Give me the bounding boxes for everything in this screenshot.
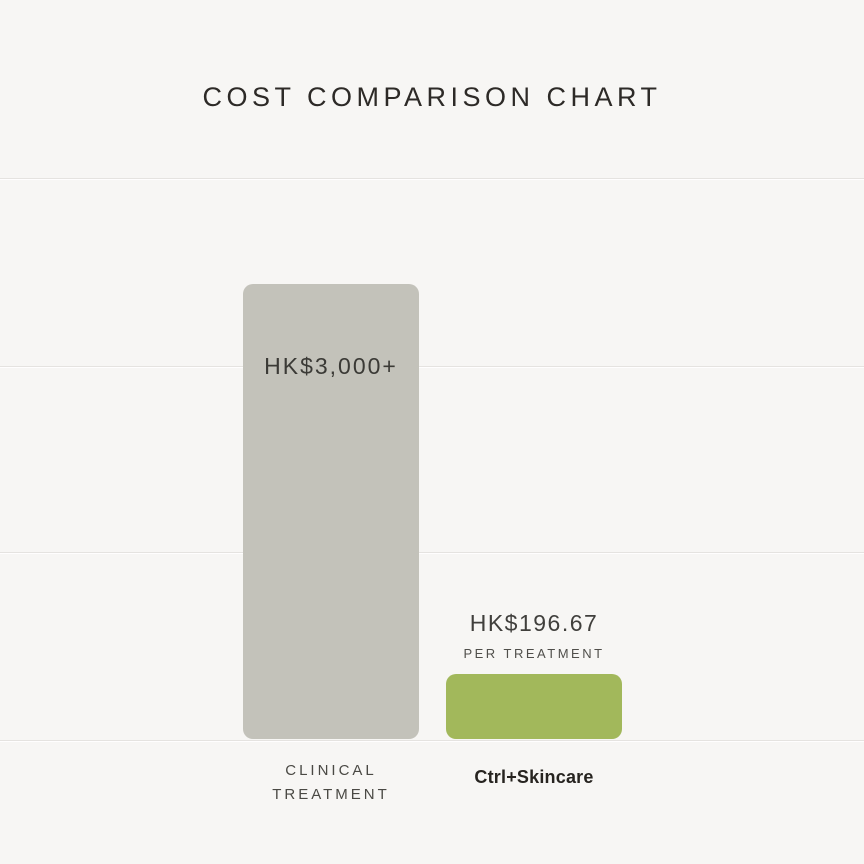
gridline xyxy=(0,178,864,179)
gridline xyxy=(0,552,864,553)
bar-clinical-treatment: HK$3,000+ xyxy=(243,284,419,739)
gridline xyxy=(0,366,864,367)
category-label-clinical-treatment: CLINICAL TREATMENT xyxy=(243,759,419,807)
category-label-ctrl-skincare: Ctrl+Skincare xyxy=(474,767,594,787)
bar-value-group-skincare: HK$196.67 PER TREATMENT xyxy=(416,610,652,661)
bar-ctrl-skincare xyxy=(446,674,622,739)
bar-value-label-skincare: HK$196.67 xyxy=(469,610,599,636)
bar-value-sublabel-skincare: PER TREATMENT xyxy=(463,646,605,661)
gridline xyxy=(0,740,864,741)
category-label-text: CLINICAL TREATMENT xyxy=(272,762,390,803)
chart-title: COST COMPARISON CHART xyxy=(202,82,662,112)
bar-value-label-clinical: HK$3,000+ xyxy=(264,353,398,379)
